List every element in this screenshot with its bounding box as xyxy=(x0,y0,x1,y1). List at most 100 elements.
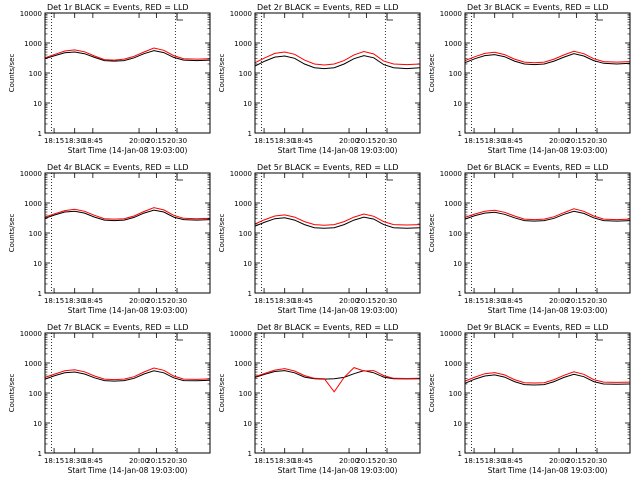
events-series-line xyxy=(44,209,211,222)
x-tick-label: 20:00 xyxy=(549,297,569,305)
y-axis-label: Counts/sec xyxy=(8,374,16,413)
chart-panel: Det 8r BLACK = Events, RED = LLD 1 10 100 10… xyxy=(218,323,421,475)
x-tick-label: 18:30 xyxy=(65,137,85,145)
y-axis-label: Counts/sec xyxy=(218,54,226,93)
y-tick-label: 1 xyxy=(458,450,462,458)
y-tick-label: 1000 xyxy=(444,200,462,208)
y-tick-label: 100 xyxy=(29,390,42,398)
y-tick-label: 10000 xyxy=(440,330,462,338)
chart-panel: Det 5r BLACK = Events, RED = LLD 1 10 100 10… xyxy=(218,163,421,315)
chart-title: Det 6r BLACK = Events, RED = LLD xyxy=(467,163,609,172)
y-tick-label: 10 xyxy=(453,420,462,428)
x-tick-label: 18:45 xyxy=(293,297,313,305)
chart-title: Det 3r BLACK = Events, RED = LLD xyxy=(467,3,609,12)
events-series-line xyxy=(464,373,631,386)
plot-frame xyxy=(464,332,631,454)
y-axis-label: Counts/sec xyxy=(8,54,16,93)
lld-series-line xyxy=(254,213,421,226)
chart-title: Det 2r BLACK = Events, RED = LLD xyxy=(257,3,399,12)
y-tick-label: 1000 xyxy=(444,360,462,368)
x-tick-label: 20:15 xyxy=(356,457,376,465)
x-tick-label: 18:30 xyxy=(485,297,505,305)
x-tick-label: 20:00 xyxy=(129,457,149,465)
chart-title: Det 9r BLACK = Events, RED = LLD xyxy=(467,323,609,332)
y-tick-label: 100 xyxy=(239,390,252,398)
y-tick-label: 100 xyxy=(29,230,42,238)
x-axis-label: Start Time (14-Jan-08 19:03:00) xyxy=(278,306,398,315)
y-tick-label: 1000 xyxy=(234,200,252,208)
time-marker-bracket xyxy=(596,334,603,341)
x-tick-label: 18:45 xyxy=(503,137,523,145)
y-axis-label: Counts/sec xyxy=(218,214,226,253)
time-marker-bracket xyxy=(386,334,393,341)
x-tick-label: 18:45 xyxy=(83,137,103,145)
x-axis-label: Start Time (14-Jan-08 19:03:00) xyxy=(488,306,608,315)
x-tick-label: 20:15 xyxy=(356,297,376,305)
x-axis-label: Start Time (14-Jan-08 19:03:00) xyxy=(488,466,608,475)
chart-title: Det 1r BLACK = Events, RED = LLD xyxy=(47,3,189,12)
y-tick-label: 1000 xyxy=(234,40,252,48)
chart-panel: Det 6r BLACK = Events, RED = LLD 1 10 100 10… xyxy=(428,163,631,315)
y-tick-label: 1 xyxy=(248,290,252,298)
y-tick-label: 1 xyxy=(38,450,42,458)
y-tick-label: 10 xyxy=(243,420,252,428)
y-tick-label: 10000 xyxy=(20,10,42,18)
x-tick-label: 18:45 xyxy=(293,137,313,145)
x-tick-label: 18:30 xyxy=(65,457,85,465)
lld-series-line xyxy=(254,367,421,393)
x-tick-label: 18:30 xyxy=(275,297,295,305)
x-tick-label: 18:15 xyxy=(254,297,274,305)
y-tick-label: 1 xyxy=(248,130,252,138)
y-tick-label: 10000 xyxy=(440,10,462,18)
x-tick-label: 18:15 xyxy=(464,297,484,305)
x-tick-label: 18:45 xyxy=(83,457,103,465)
x-tick-label: 20:30 xyxy=(587,297,607,305)
y-tick-label: 1000 xyxy=(444,40,462,48)
x-tick-label: 20:30 xyxy=(377,137,397,145)
y-tick-label: 10 xyxy=(33,100,42,108)
lld-series-line xyxy=(464,371,631,384)
chart-panel: Det 7r BLACK = Events, RED = LLD 1 10 100 10… xyxy=(8,323,211,475)
y-tick-label: 100 xyxy=(239,70,252,78)
x-tick-label: 20:00 xyxy=(549,137,569,145)
x-tick-label: 18:45 xyxy=(503,457,523,465)
y-tick-label: 1 xyxy=(458,290,462,298)
y-tick-label: 1000 xyxy=(24,360,42,368)
y-tick-label: 10 xyxy=(243,100,252,108)
chart-title: Det 5r BLACK = Events, RED = LLD xyxy=(257,163,399,172)
x-tick-label: 20:30 xyxy=(167,297,187,305)
y-axis-label: Counts/sec xyxy=(218,374,226,413)
chart-panel: Det 1r BLACK = Events, RED = LLD 1 10 100 10… xyxy=(8,3,211,155)
plot-frame xyxy=(44,172,211,294)
y-axis-label: Counts/sec xyxy=(428,54,436,93)
y-tick-label: 10 xyxy=(453,100,462,108)
x-tick-label: 20:15 xyxy=(146,297,166,305)
events-series-line xyxy=(464,210,631,222)
y-axis-label: Counts/sec xyxy=(8,214,16,253)
y-tick-label: 10000 xyxy=(440,170,462,178)
x-tick-label: 20:30 xyxy=(587,457,607,465)
x-tick-label: 18:30 xyxy=(275,457,295,465)
plot-frame xyxy=(464,12,631,134)
y-tick-label: 10 xyxy=(243,260,252,268)
y-tick-label: 100 xyxy=(449,70,462,78)
y-tick-label: 1000 xyxy=(24,40,42,48)
chart-panel: Det 4r BLACK = Events, RED = LLD 1 10 100 10… xyxy=(8,163,211,315)
x-tick-label: 20:15 xyxy=(146,137,166,145)
chart-title: Det 8r BLACK = Events, RED = LLD xyxy=(257,323,399,332)
y-tick-label: 1 xyxy=(38,130,42,138)
lld-series-line xyxy=(44,47,211,61)
x-axis-label: Start Time (14-Jan-08 19:03:00) xyxy=(278,146,398,155)
x-tick-label: 18:15 xyxy=(44,137,64,145)
chart-panel: Det 2r BLACK = Events, RED = LLD 1 10 100 10… xyxy=(218,3,421,155)
x-tick-label: 20:30 xyxy=(167,137,187,145)
x-tick-label: 20:15 xyxy=(566,297,586,305)
x-tick-label: 18:45 xyxy=(83,297,103,305)
x-tick-label: 20:30 xyxy=(377,457,397,465)
y-tick-label: 1 xyxy=(248,450,252,458)
x-axis-label: Start Time (14-Jan-08 19:03:00) xyxy=(68,306,188,315)
y-axis-label: Counts/sec xyxy=(428,214,436,253)
x-axis-label: Start Time (14-Jan-08 19:03:00) xyxy=(488,146,608,155)
y-tick-label: 10000 xyxy=(230,170,252,178)
